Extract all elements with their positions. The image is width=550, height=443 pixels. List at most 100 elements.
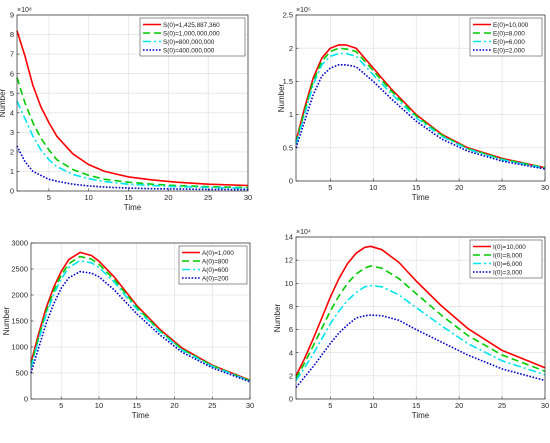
legend-label-4: A(0)=200 xyxy=(202,275,229,282)
series-line-1 xyxy=(295,245,546,377)
x-tick-label: 10 xyxy=(369,401,377,410)
legend-label-2: I(0)=8,000 xyxy=(493,252,523,259)
y-axis-label: Number xyxy=(273,303,282,332)
x-tick-label: 5 xyxy=(47,193,51,202)
legend-label-3: I(0)=6,000 xyxy=(493,261,523,268)
y-exponent-label: ×10⁴ xyxy=(296,229,311,236)
series-line-4 xyxy=(30,270,251,383)
legend-label-3: A(0)=600 xyxy=(202,267,229,274)
legend-label-1: S(0)=1,425,887,360 xyxy=(163,22,220,29)
series-line-1 xyxy=(16,30,249,187)
y-tick-label: 2 xyxy=(289,371,293,380)
y-tick-label: 1 xyxy=(10,167,14,176)
legend-label-3: S(0)=800,000,000 xyxy=(163,39,215,46)
x-tick-label: 15 xyxy=(124,193,132,202)
series-line-4 xyxy=(16,145,249,191)
series-line-3 xyxy=(295,284,546,381)
axes-box xyxy=(16,14,249,192)
x-tick-label: 5 xyxy=(59,401,63,410)
chart-panel-4: 5 10 15 20 25 30 0 2 4 6 8 10 12 14×10⁴ Time Number I(0)… xyxy=(273,229,549,420)
y-axis-label: Number xyxy=(277,83,286,112)
x-tick-label: 15 xyxy=(412,183,420,192)
legend-label-3: E(0)=6,000 xyxy=(493,39,525,46)
y-tick-label: 12 xyxy=(285,256,293,265)
x-tick-label: 10 xyxy=(85,193,93,202)
x-tick-label: 10 xyxy=(369,183,377,192)
x-tick-label: 25 xyxy=(204,193,212,202)
x-tick-label: 20 xyxy=(164,193,172,202)
y-tick-label: 500 xyxy=(15,369,28,378)
x-axis-label: Time xyxy=(132,411,150,420)
y-tick-label: 4 xyxy=(10,108,14,117)
y-tick-label: 6 xyxy=(289,325,293,334)
y-tick-label: 0 xyxy=(289,395,293,404)
y-tick-label: 14 xyxy=(285,233,293,242)
y-tick-label: 2500 xyxy=(11,265,28,274)
y-tick-label: 4 xyxy=(289,348,293,357)
y-tick-label: 2 xyxy=(10,147,14,156)
y-exponent-label: ×10⁸ xyxy=(17,7,32,14)
series-line-2 xyxy=(30,255,251,382)
y-tick-label: 5 xyxy=(10,89,14,98)
series-line-3 xyxy=(30,259,251,382)
y-tick-label: 0 xyxy=(24,395,28,404)
legend-label-2: E(0)=8,000 xyxy=(493,30,525,37)
x-tick-label: 10 xyxy=(95,401,103,410)
series-line-3 xyxy=(16,100,249,190)
axes-box xyxy=(295,236,546,400)
x-tick-label: 30 xyxy=(244,193,252,202)
y-axis-label: Number xyxy=(2,306,11,335)
axes-box xyxy=(30,242,251,400)
y-tick-label: 0 xyxy=(10,187,14,196)
y-tick-label: 3000 xyxy=(11,239,28,248)
y-tick-label: 0.5 xyxy=(283,143,293,152)
x-tick-label: 25 xyxy=(208,401,216,410)
x-tick-label: 20 xyxy=(455,183,463,192)
x-tick-label: 30 xyxy=(246,401,254,410)
y-tick-label: 8 xyxy=(289,302,293,311)
y-tick-label: 7 xyxy=(10,50,14,59)
y-tick-label: 9 xyxy=(10,11,14,20)
legend-label-1: A(0)=1,000 xyxy=(202,250,234,257)
y-tick-label: 10 xyxy=(285,279,293,288)
series-line-2 xyxy=(16,77,249,189)
y-tick-label: 1.5 xyxy=(283,77,293,86)
legend-label-4: E(0)=2,000 xyxy=(493,47,525,54)
y-tick-label: 0 xyxy=(289,177,293,186)
y-tick-label: 1000 xyxy=(11,343,28,352)
x-tick-label: 30 xyxy=(541,183,549,192)
x-tick-label: 5 xyxy=(328,401,332,410)
legend-label-2: S(0)=1,000,000,000 xyxy=(163,30,220,37)
y-tick-label: 2 xyxy=(289,44,293,53)
x-axis-label: Time xyxy=(412,411,430,420)
series-line-2 xyxy=(295,265,546,379)
x-tick-label: 20 xyxy=(455,401,463,410)
y-tick-label: 3 xyxy=(10,128,14,137)
x-tick-label: 30 xyxy=(541,401,549,410)
legend-label-4: I(0)=3,000 xyxy=(493,269,523,276)
y-tick-label: 1500 xyxy=(11,317,28,326)
y-tick-label: 1 xyxy=(289,110,293,119)
x-axis-label: Time xyxy=(124,203,142,212)
legend-label-1: I(0)=10,000 xyxy=(493,244,526,251)
x-tick-label: 15 xyxy=(412,401,420,410)
x-tick-label: 5 xyxy=(328,183,332,192)
series-line-4 xyxy=(295,314,546,388)
x-tick-label: 25 xyxy=(498,401,506,410)
y-axis-label: Number xyxy=(0,88,7,117)
chart-panel-2: 5 10 15 20 25 30 0 0.5 1 1.5 2 2.5×10⁵ Time Number E(0… xyxy=(277,7,549,202)
y-tick-label: 6 xyxy=(10,69,14,78)
series-line-3 xyxy=(295,52,546,170)
y-exponent-label: ×10⁵ xyxy=(296,7,311,14)
x-tick-label: 25 xyxy=(498,183,506,192)
axes-box xyxy=(295,14,546,182)
legend-label-2: A(0)=800 xyxy=(202,258,229,265)
series-line-1 xyxy=(30,251,251,382)
x-axis-label: Time xyxy=(412,193,430,202)
x-tick-label: 20 xyxy=(170,401,178,410)
